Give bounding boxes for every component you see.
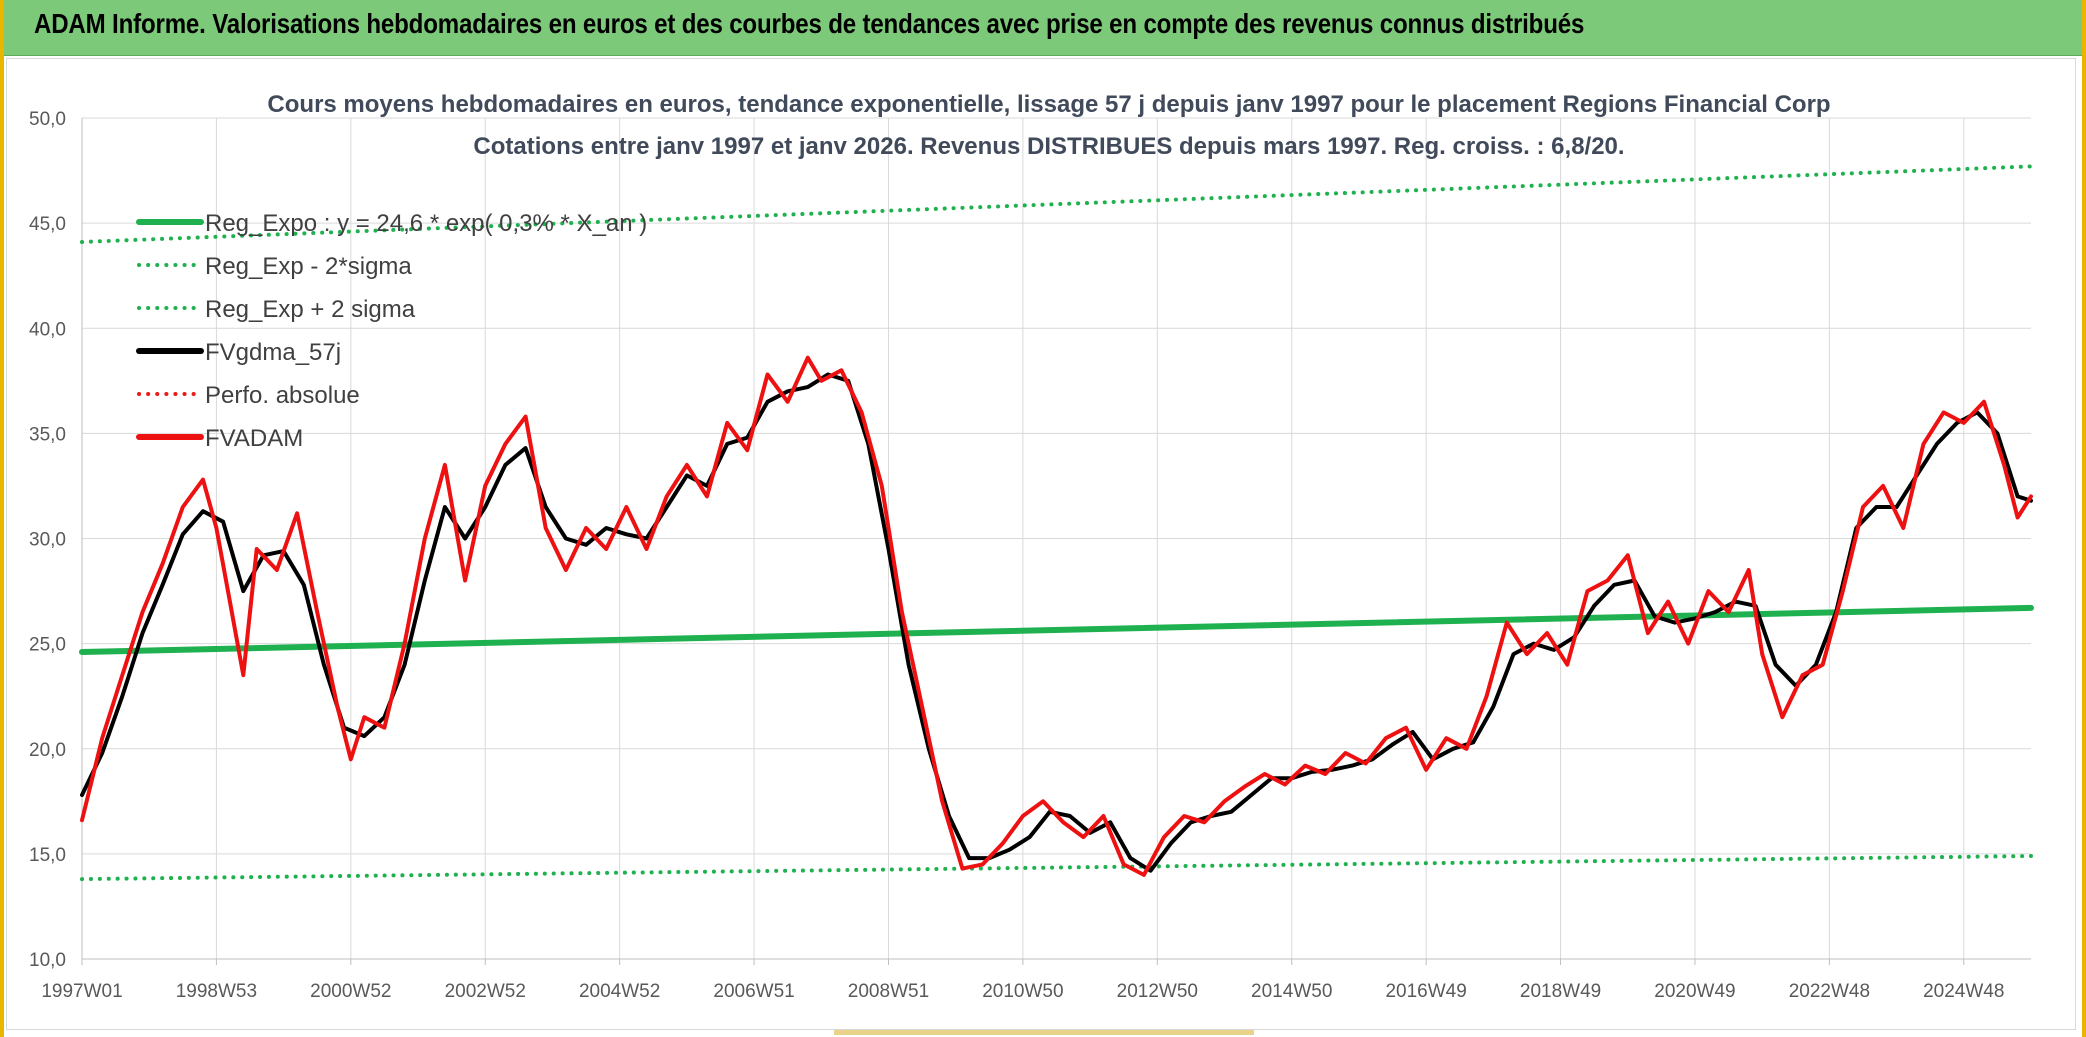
legend-entry-2: Reg_Exp - 2*sigma (205, 253, 412, 280)
y-tick-label: 10,0 (29, 950, 66, 971)
x-tick-label: 2020W49 (1654, 981, 1735, 1002)
y-tick-label: 50,0 (29, 109, 66, 130)
bottom-accent-bar (834, 1030, 1254, 1035)
x-tick-label: 2022W48 (1789, 981, 1870, 1002)
report-header: ADAM Informe. Valorisations hebdomadaire… (4, 0, 2082, 56)
x-tick-label: 2006W51 (713, 981, 794, 1002)
y-tick-label: 25,0 (29, 635, 66, 656)
legend-entry-6: FVADAM (205, 425, 303, 452)
y-tick-label: 35,0 (29, 424, 66, 445)
y-tick-label: 20,0 (29, 740, 66, 761)
x-tick-label: 2014W50 (1251, 981, 1332, 1002)
x-tick-label: 2010W50 (982, 981, 1063, 1002)
x-tick-label: 2024W48 (1923, 981, 2004, 1002)
series-line-4 (80, 372, 2033, 873)
series-line-6 (80, 355, 2033, 877)
legend-entry-4: FVgdma_57j (205, 339, 341, 366)
x-tick-label: 1998W53 (176, 981, 257, 1002)
legend-entry-3: Reg_Exp + 2 sigma (205, 296, 416, 323)
chart-title-line-1: Cours moyens hebdomadaires en euros, ten… (267, 91, 1830, 118)
chart-grid (81, 117, 2031, 960)
x-tick-label: 2000W52 (310, 981, 391, 1002)
chart-series (79, 164, 2034, 882)
chart-frame (6, 58, 2076, 1030)
x-tick-label: 2004W52 (579, 981, 660, 1002)
price-trend-chart: 10,0 15,0 20,0 25,0 30,0 35,0 40,0 45,0 50,0 1997… (29, 91, 2034, 1002)
x-tick-label: 2018W49 (1520, 981, 1601, 1002)
x-tick-label: 2008W51 (848, 981, 929, 1002)
x-tick-label: 2012W50 (1117, 981, 1198, 1002)
report-title: ADAM Informe. Valorisations hebdomadaire… (34, 8, 1585, 39)
chart-title: Cours moyens hebdomadaires en euros, ten… (267, 91, 1830, 160)
chart-legend: Reg_Expo : y = 24,6 * exp( 0,3% * X_an )… (136, 210, 647, 452)
y-tick-label: 45,0 (29, 214, 66, 235)
series-line-2 (80, 854, 2033, 882)
legend-entry-5: Perfo. absolue (205, 382, 360, 409)
legend-entry-1: Reg_Expo : y = 24,6 * exp( 0,3% * X_an ) (205, 210, 647, 237)
x-tick-label: 1997W01 (41, 981, 122, 1002)
y-tick-label: 40,0 (29, 319, 66, 340)
x-tick-label: 2016W49 (1385, 981, 1466, 1002)
chart-axes: 10,0 15,0 20,0 25,0 30,0 35,0 40,0 45,0 50,0 1997… (29, 109, 2031, 1002)
y-tick-label: 30,0 (29, 530, 66, 551)
x-tick-label: 2002W52 (445, 981, 526, 1002)
series-line-1 (79, 604, 2034, 655)
chart-title-line-2: Cotations entre janv 1997 et janv 2026. … (473, 133, 1624, 160)
y-tick-label: 15,0 (29, 845, 66, 866)
